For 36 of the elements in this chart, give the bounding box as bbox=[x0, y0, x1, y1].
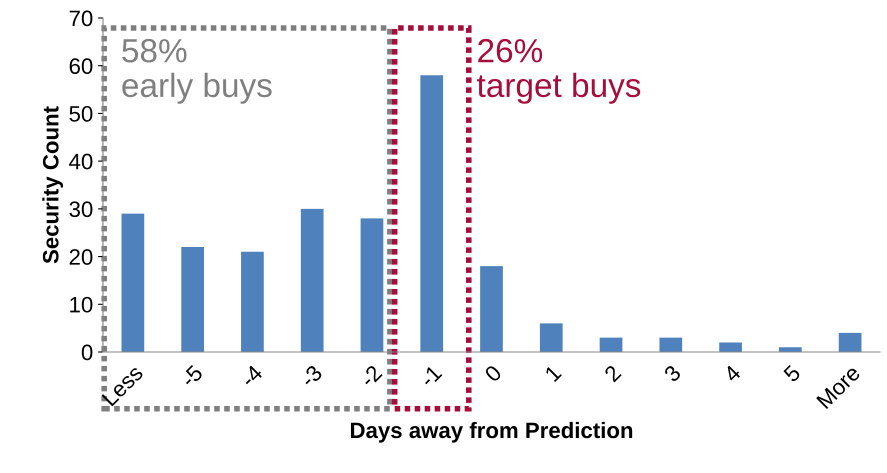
x-tick-label: 2 bbox=[604, 364, 622, 382]
x-tick-label: -3 bbox=[299, 364, 324, 388]
bar bbox=[719, 342, 742, 352]
bar bbox=[241, 252, 264, 352]
y-tick-label: 30 bbox=[69, 201, 92, 218]
x-tick-label: 4 bbox=[722, 364, 742, 383]
bar bbox=[778, 347, 802, 352]
annotation: 58% early buys bbox=[122, 38, 272, 104]
annotation: 26% target buys bbox=[477, 38, 640, 104]
y-tick-label: 0 bbox=[82, 344, 92, 360]
bar bbox=[659, 338, 682, 352]
bar bbox=[600, 338, 622, 352]
bar bbox=[480, 266, 503, 352]
bar bbox=[838, 332, 862, 352]
x-tick-label: 3 bbox=[663, 364, 682, 383]
x-tick-label: -4 bbox=[240, 364, 264, 388]
x-tick-label: 5 bbox=[782, 364, 802, 383]
x-tick-label: -1 bbox=[419, 364, 442, 388]
x-tick-label: -5 bbox=[180, 364, 204, 388]
bar bbox=[540, 323, 563, 352]
y-axis-title: Security Count bbox=[42, 106, 64, 264]
y-tick-label: 60 bbox=[70, 58, 92, 74]
x-tick-label: 1 bbox=[544, 364, 562, 382]
y-tick-label: 70 bbox=[70, 10, 92, 26]
x-tick-label: 0 bbox=[484, 364, 502, 383]
x-tick-label: -2 bbox=[359, 364, 383, 388]
y-tick-label: 40 bbox=[69, 154, 92, 170]
y-tick-label: 10 bbox=[70, 296, 92, 313]
bar bbox=[181, 247, 204, 352]
bar bbox=[420, 75, 444, 352]
bar bbox=[360, 218, 384, 352]
bar bbox=[122, 214, 144, 352]
y-tick-label: 20 bbox=[70, 249, 92, 265]
y-tick-label: 50 bbox=[69, 106, 92, 122]
x-axis-title: Days away from Prediction bbox=[350, 422, 632, 443]
bar bbox=[300, 208, 324, 352]
